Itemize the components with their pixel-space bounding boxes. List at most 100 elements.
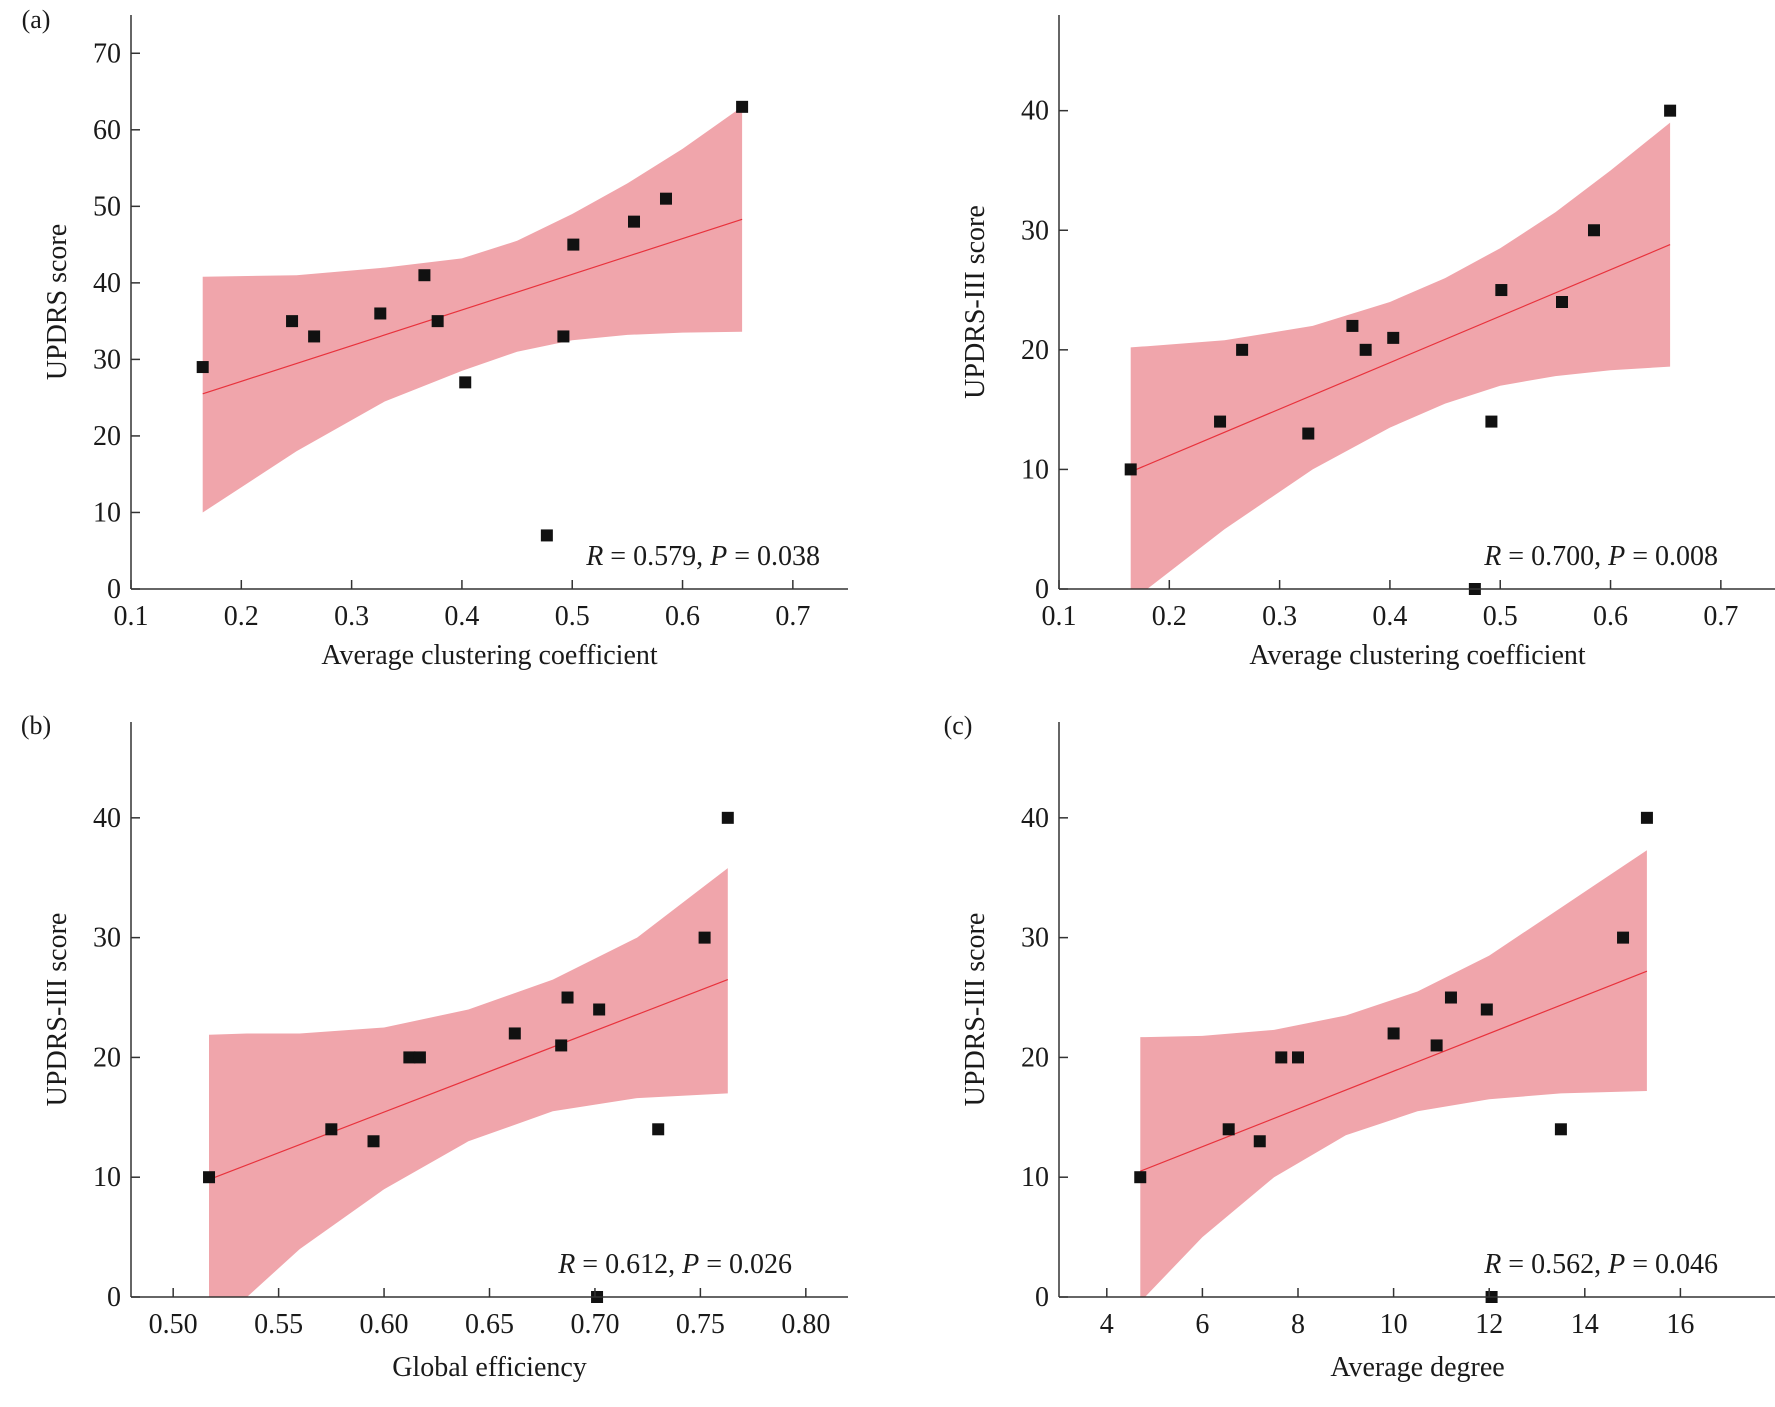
x-tick-label: 16 (1666, 1309, 1694, 1340)
x-tick-label: 12 (1475, 1309, 1503, 1340)
confidence-band (1140, 850, 1647, 1297)
data-point (459, 376, 472, 389)
data-point (736, 100, 749, 113)
y-tick-label: 30 (93, 344, 121, 375)
regression-line (1130, 244, 1671, 473)
y-axis-label: UPDRS score (42, 224, 73, 380)
p-label: P (681, 1249, 699, 1280)
panel-a-right-ucc-updrs3: 0 10 20 30 40 0.1 0.2 0.3 0.4 0.5 0.6 0.7 Average cl… (960, 15, 1775, 671)
data-point (721, 811, 734, 824)
confidence-band (1130, 122, 1671, 589)
x-tick-label: 0.75 (676, 1309, 725, 1340)
data-point (403, 1051, 416, 1064)
x-tick-label: 6 (1195, 1309, 1209, 1340)
x-tick-label: 0.55 (254, 1309, 303, 1340)
y-tick-label: 0 (1035, 1282, 1049, 1313)
data-point (308, 330, 321, 343)
x-tick-label: 0.1 (1042, 601, 1077, 632)
y-axis-label: UPDRS-III score (960, 205, 991, 399)
regression-line (208, 978, 729, 1181)
data-point (540, 529, 553, 542)
data-point (1292, 1051, 1304, 1064)
confidence-band (209, 868, 728, 1297)
data-point (1359, 343, 1372, 356)
x-tick-label: 0.3 (1262, 601, 1297, 632)
data-point (1387, 1027, 1400, 1040)
panel-label: (c) (944, 711, 973, 740)
data-point (1302, 427, 1315, 440)
data-point (374, 307, 387, 320)
x-axis-label: Average clustering coefficient (321, 640, 658, 671)
data-point (567, 238, 580, 251)
data-point (1346, 319, 1359, 332)
r-value: = 0.562, (1501, 1249, 1608, 1280)
data-point (1485, 415, 1498, 428)
data-point (593, 1003, 606, 1016)
y-tick-label: 20 (1021, 1042, 1049, 1073)
data-point (418, 269, 431, 282)
r-label: R (585, 541, 603, 572)
data-point (1587, 224, 1600, 237)
data-point (1214, 415, 1227, 428)
data-point (698, 931, 711, 944)
correlation-annotation: R = 0.700, P = 0.008 (1483, 541, 1718, 572)
x-tick-label: 8 (1291, 1309, 1305, 1340)
y-tick-label: 40 (1021, 96, 1049, 127)
y-tick-label: 30 (93, 923, 121, 954)
y-tick-label: 40 (1021, 803, 1049, 834)
data-point (1275, 1051, 1288, 1064)
data-point (561, 991, 574, 1004)
y-tick-label: 60 (93, 115, 121, 146)
y-tick-label: 20 (1021, 335, 1049, 366)
data-point (1664, 104, 1677, 117)
x-axis-label: Global efficiency (392, 1352, 587, 1383)
data-point (1134, 1171, 1147, 1184)
data-point (413, 1051, 426, 1064)
x-tick-label: 0.2 (1152, 601, 1187, 632)
data-point (1480, 1003, 1493, 1016)
data-point (325, 1123, 338, 1136)
p-value: = 0.026 (699, 1249, 792, 1280)
panel-a-ucc-updrs: 0 10 20 30 40 50 60 70 0.1 0.2 0.3 0.4 0.5 0.6 0.7 Aver… (22, 5, 848, 671)
x-tick-label: 0.60 (360, 1309, 409, 1340)
data-point (196, 361, 209, 374)
x-tick-label: 0.5 (555, 601, 590, 632)
data-point (1444, 991, 1457, 1004)
correlation-annotation: R = 0.579, P = 0.038 (585, 541, 820, 572)
data-point (508, 1027, 521, 1040)
data-point (1253, 1135, 1266, 1148)
data-point (659, 192, 672, 205)
data-point (1236, 343, 1249, 356)
p-label: P (1607, 541, 1625, 572)
data-point (1640, 811, 1653, 824)
y-tick-label: 20 (93, 1042, 121, 1073)
y-tick-label: 70 (93, 38, 121, 69)
data-point (1495, 284, 1508, 297)
data-point (1556, 296, 1569, 308)
data-point (628, 215, 641, 228)
x-tick-label: 0.4 (444, 601, 479, 632)
x-axis-label: Average clustering coefficient (1249, 640, 1586, 671)
p-label: P (1607, 1249, 1625, 1280)
p-value: = 0.046 (1625, 1249, 1718, 1280)
y-tick-label: 30 (1021, 923, 1049, 954)
x-tick-label: 0.70 (570, 1309, 619, 1340)
x-tick-label: 0.1 (114, 601, 149, 632)
y-tick-label: 30 (1021, 215, 1049, 246)
x-tick-label: 0.2 (224, 601, 259, 632)
y-tick-label: 50 (93, 191, 121, 222)
panel-b-global-efficiency: 0 10 20 30 40 0.50 0.55 0.60 0.65 0.70 0.75 0.80 Glo… (21, 711, 848, 1383)
x-tick-label: 0.5 (1483, 601, 1518, 632)
y-tick-label: 10 (1021, 1162, 1049, 1193)
panel-label: (a) (22, 5, 51, 34)
data-point (1124, 463, 1137, 476)
y-tick-label: 10 (93, 497, 121, 528)
data-point (1222, 1123, 1235, 1136)
data-point (286, 315, 299, 328)
y-tick-label: 0 (107, 1282, 121, 1313)
x-tick-label: 0.3 (334, 601, 369, 632)
x-tick-label: 0.6 (1593, 601, 1628, 632)
x-tick-label: 0.65 (465, 1309, 514, 1340)
x-tick-label: 14 (1571, 1309, 1599, 1340)
